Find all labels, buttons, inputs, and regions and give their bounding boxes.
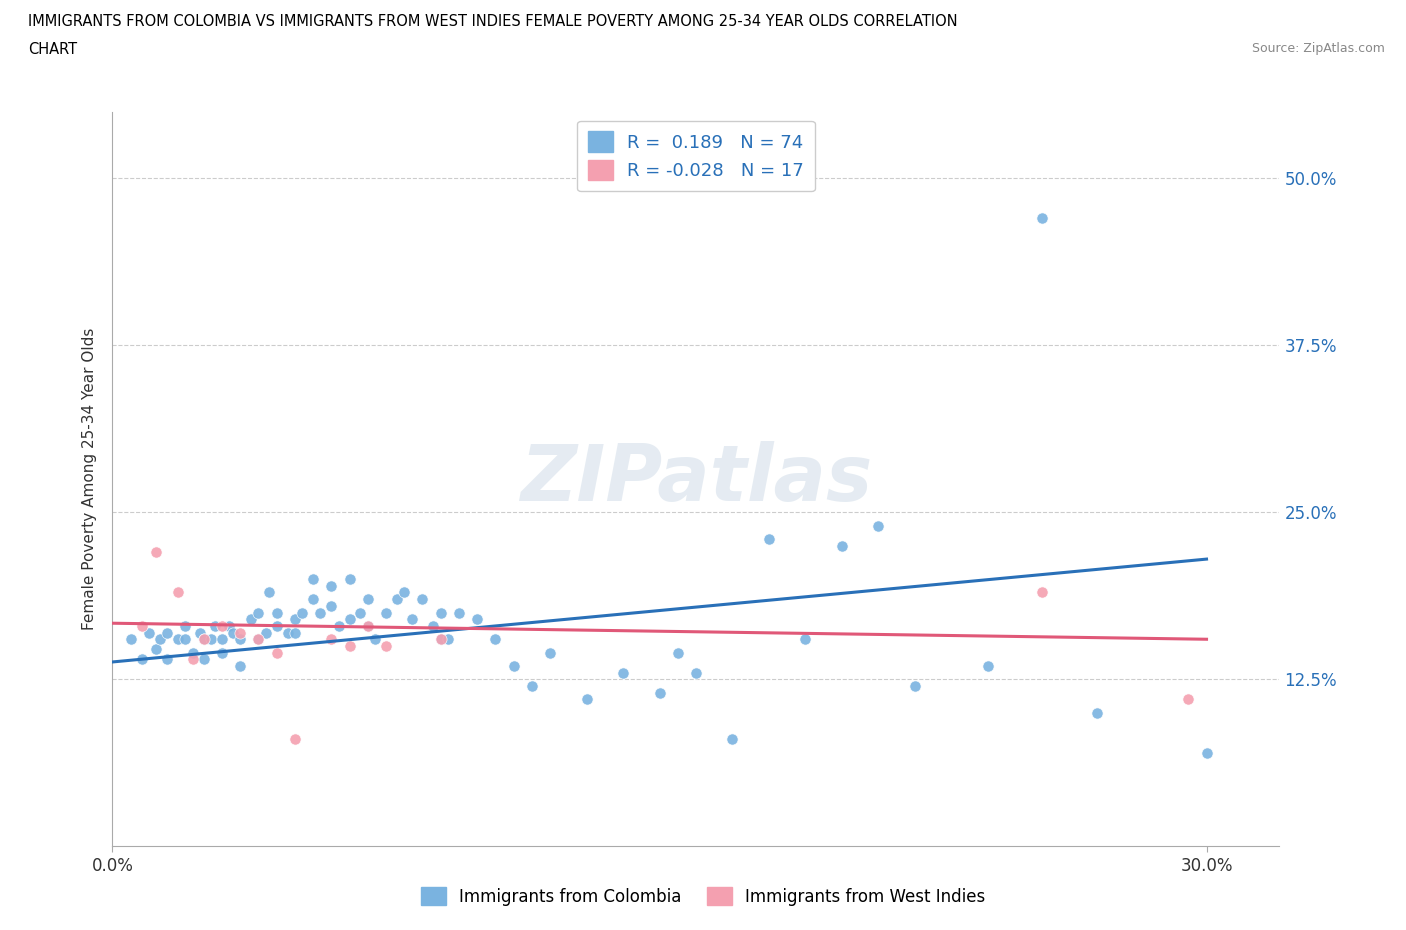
Point (321, 631, 343, 646)
Point (394, 585, 416, 600)
Point (328, 618, 350, 633)
Point (266, 618, 288, 633)
Point (364, 631, 387, 646)
Point (247, 631, 270, 646)
Point (131, 618, 153, 633)
Point (291, 605, 314, 620)
Point (401, 612, 423, 627)
Point (612, 665, 634, 680)
Point (211, 631, 233, 646)
Point (339, 572, 361, 587)
Point (321, 598, 343, 613)
Point (181, 652, 204, 667)
Point (1031, 211, 1053, 226)
Point (222, 625, 245, 640)
Point (385, 591, 408, 606)
Point (375, 639, 398, 654)
Text: Source: ZipAtlas.com: Source: ZipAtlas.com (1251, 42, 1385, 55)
Point (120, 631, 142, 646)
Point (831, 538, 853, 553)
Point (229, 625, 252, 640)
Point (229, 631, 252, 646)
Y-axis label: Female Poverty Among 25-34 Year Olds: Female Poverty Among 25-34 Year Olds (82, 327, 97, 631)
Point (422, 618, 444, 633)
Point (218, 618, 240, 633)
Text: ZIPatlas: ZIPatlas (520, 441, 872, 517)
Point (375, 605, 398, 620)
Point (167, 585, 190, 600)
Point (193, 631, 215, 646)
Point (131, 652, 153, 667)
Point (648, 685, 671, 700)
Point (357, 618, 380, 633)
Point (502, 658, 524, 673)
Point (357, 618, 380, 633)
Point (259, 585, 281, 600)
Point (174, 618, 197, 633)
Point (138, 625, 160, 640)
Point (465, 612, 488, 627)
Point (868, 518, 890, 533)
Point (247, 631, 270, 646)
Point (145, 641, 167, 656)
Point (520, 679, 543, 694)
Point (284, 625, 307, 640)
Point (1031, 585, 1053, 600)
Point (309, 605, 332, 620)
Legend: R =  0.189   N = 74, R = -0.028   N = 17: R = 0.189 N = 74, R = -0.028 N = 17 (576, 121, 815, 192)
Point (1085, 705, 1108, 720)
Point (211, 618, 233, 633)
Point (976, 658, 998, 673)
Point (167, 631, 190, 646)
Point (429, 631, 451, 646)
Point (266, 605, 288, 620)
Point (685, 665, 707, 680)
Point (284, 612, 307, 627)
Point (247, 605, 270, 620)
Point (339, 639, 361, 654)
Point (200, 631, 222, 646)
Point (1195, 745, 1218, 760)
Point (204, 618, 226, 633)
Point (193, 652, 215, 667)
Point (229, 658, 252, 673)
Point (193, 631, 215, 646)
Point (276, 625, 298, 640)
Point (188, 625, 211, 640)
Point (349, 605, 371, 620)
Point (302, 572, 325, 587)
Point (484, 631, 506, 646)
Point (266, 645, 288, 660)
Point (211, 645, 233, 660)
Point (666, 645, 689, 660)
Point (575, 692, 598, 707)
Point (429, 605, 451, 620)
Point (145, 545, 167, 560)
Point (240, 612, 263, 627)
Point (411, 591, 433, 606)
Point (181, 645, 204, 660)
Point (1177, 692, 1199, 707)
Point (284, 732, 307, 747)
Point (254, 625, 277, 640)
Point (429, 631, 451, 646)
Point (721, 732, 744, 747)
Point (149, 631, 172, 646)
Point (302, 591, 325, 606)
Point (538, 645, 561, 660)
Point (447, 605, 470, 620)
Point (156, 652, 179, 667)
Point (174, 631, 197, 646)
Point (357, 591, 380, 606)
Point (321, 578, 343, 593)
Point (904, 679, 927, 694)
Point (794, 631, 817, 646)
Text: IMMIGRANTS FROM COLOMBIA VS IMMIGRANTS FROM WEST INDIES FEMALE POVERTY AMONG 25-: IMMIGRANTS FROM COLOMBIA VS IMMIGRANTS F… (28, 14, 957, 29)
Point (437, 631, 460, 646)
Point (339, 612, 361, 627)
Legend: Immigrants from Colombia, Immigrants from West Indies: Immigrants from Colombia, Immigrants fro… (415, 881, 991, 912)
Point (156, 625, 179, 640)
Text: CHART: CHART (28, 42, 77, 57)
Point (758, 532, 780, 547)
